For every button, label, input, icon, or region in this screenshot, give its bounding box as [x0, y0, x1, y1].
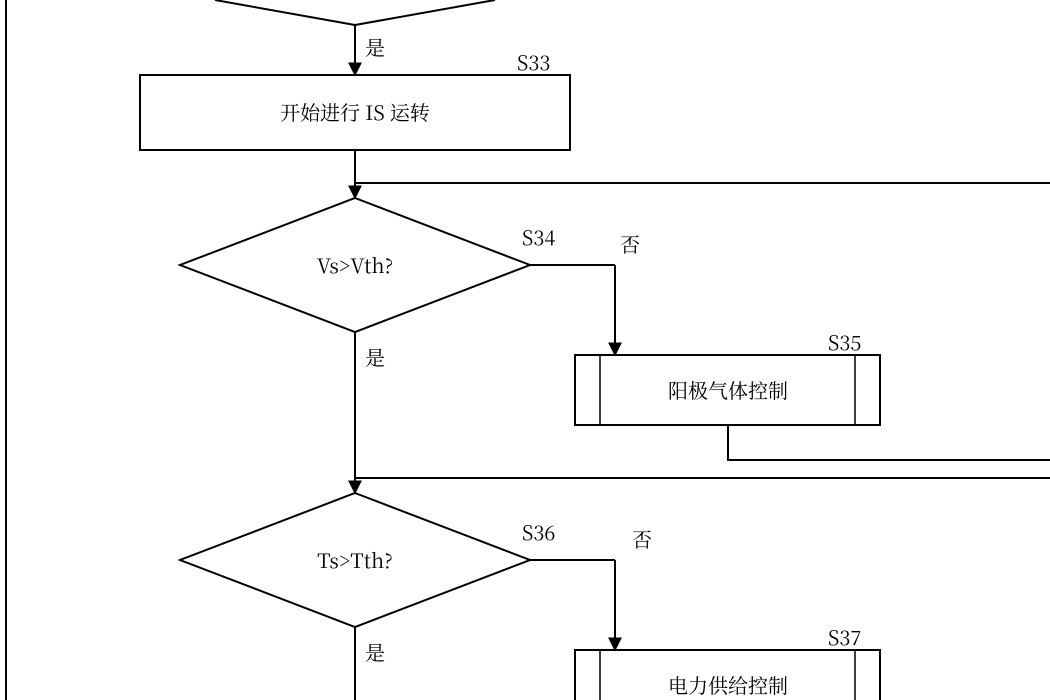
s36-no-label: 否 — [632, 524, 652, 553]
s35-label: 阳极气体控制 — [668, 375, 788, 404]
s37-step: S37 — [828, 622, 861, 651]
decision-s36: Ts>Tth? S36 — [180, 493, 555, 627]
s35-step: S35 — [828, 327, 861, 356]
s36-label: Ts>Tth? — [317, 545, 392, 574]
s37-label: 电力供给控制 — [668, 670, 788, 699]
s33-step: S33 — [517, 47, 550, 76]
s34-step: S34 — [522, 222, 555, 251]
edge-s35-out — [728, 425, 1050, 460]
s34-yes-label: 是 — [365, 342, 385, 371]
s36-yes-label: 是 — [365, 637, 385, 666]
s33-label: 开始进行 IS 运转 — [280, 97, 430, 126]
s34-no-label: 否 — [620, 229, 640, 258]
process-s35: 阳极气体控制 S35 — [575, 327, 880, 425]
decision-s34: Vs>Vth? S34 — [180, 198, 555, 332]
process-s37: 电力供给控制 S37 — [575, 622, 880, 700]
s34-label: Vs>Vth? — [317, 250, 393, 279]
decision-top-fragment — [215, 0, 495, 25]
top-yes-label: 是 — [365, 32, 385, 61]
s36-step: S36 — [522, 517, 555, 546]
